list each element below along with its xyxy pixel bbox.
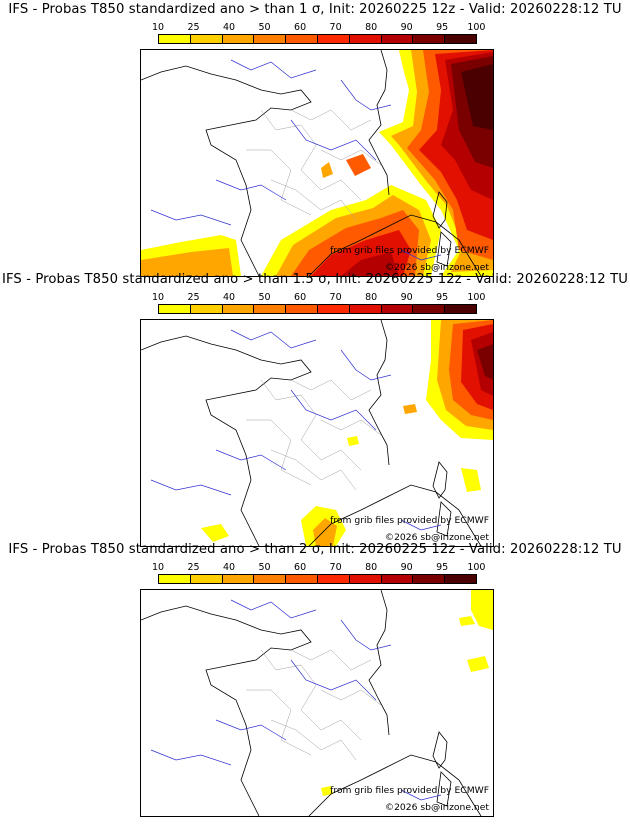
colorbar-tick: 100: [467, 562, 486, 573]
colorbar-tick: 50: [258, 22, 271, 33]
colorbar-tick: 90: [400, 292, 413, 303]
colorbar-segment: [254, 305, 287, 313]
source-credit: from grib files provided by ECMWF: [330, 515, 489, 526]
colorbar-tick: 80: [365, 22, 378, 33]
probability-shading: [201, 320, 493, 546]
colorbar-segment: [222, 575, 255, 583]
coastlines: [141, 590, 482, 816]
colorbar-tick: 95: [436, 22, 449, 33]
rivers: [150, 329, 442, 531]
colorbar-labels: 10 25 40 50 60 70 80 90 95 100: [152, 562, 486, 574]
colorbar-tick: 60: [294, 292, 307, 303]
probability-shading: [321, 590, 493, 796]
colorbar-segment: [222, 305, 255, 313]
source-credit: from grib files provided by ECMWF: [330, 245, 489, 256]
colorbar-tick: 95: [436, 562, 449, 573]
department-borders: [246, 379, 382, 491]
map-panel-1-5sigma: IFS - Probas T850 standardized ano > tha…: [0, 270, 630, 547]
colorbar-segment: [349, 35, 382, 43]
colorbar-segment: [190, 305, 223, 313]
colorbar-labels: 10 25 40 50 60 70 80 90 95 100: [152, 22, 486, 34]
colorbar-segment: [381, 305, 414, 313]
map-panel-2sigma: IFS - Probas T850 standardized ano > tha…: [0, 540, 630, 817]
probability-shading: [141, 50, 493, 276]
colorbar-tick: 95: [436, 292, 449, 303]
colorbar-tick: 40: [222, 22, 236, 33]
colorbar-labels: 10 25 40 50 60 70 80 90 95 100: [152, 292, 486, 304]
coastlines: [141, 50, 482, 276]
colorbar-segment: [222, 35, 255, 43]
colorbar-segment: [445, 35, 476, 43]
rivers: [150, 599, 442, 801]
colorbar-segment: [381, 575, 414, 583]
colorbar-segment: [381, 35, 414, 43]
department-borders: [246, 649, 382, 761]
colorbar-tick: 10: [151, 292, 165, 303]
colorbar-tick: 80: [365, 562, 378, 573]
colorbar-segment: [317, 35, 350, 43]
colorbar-tick: 25: [187, 562, 200, 573]
colorbar-tick: 40: [222, 292, 236, 303]
colorbar-segment: [190, 575, 223, 583]
colorbar: [158, 304, 477, 314]
panel-title: IFS - Probas T850 standardized ano > tha…: [1, 272, 628, 287]
colorbar-tick: 10: [151, 562, 165, 573]
colorbar-segment: [286, 35, 318, 43]
colorbar-segment: [413, 35, 446, 43]
copyright-credit: ©2026 sb@irizone.net: [384, 532, 489, 543]
map-canvas: [141, 50, 493, 276]
colorbar-segment: [190, 35, 223, 43]
colorbar-tick: 80: [365, 292, 378, 303]
colorbar-segment: [159, 305, 191, 313]
panel-title: IFS - Probas T850 standardized ano > tha…: [8, 542, 622, 557]
probability-map: from grib files provided by ECMWF ©2026 …: [140, 319, 494, 547]
colorbar-tick: 100: [467, 22, 486, 33]
colorbar-segment: [317, 575, 350, 583]
colorbar-segment: [445, 575, 476, 583]
colorbar-segment: [254, 35, 287, 43]
colorbar-segment: [286, 575, 318, 583]
colorbar-tick: 90: [400, 22, 413, 33]
source-credit: from grib files provided by ECMWF: [330, 785, 489, 796]
colorbar-segment: [159, 575, 191, 583]
rivers: [150, 59, 442, 261]
colorbar-segment: [349, 575, 382, 583]
colorbar-tick: 70: [329, 292, 342, 303]
colorbar-tick: 50: [258, 292, 271, 303]
colorbar-tick: 25: [187, 22, 200, 33]
colorbar-tick: 100: [467, 292, 486, 303]
copyright-credit: ©2026 sb@irizone.net: [384, 802, 489, 813]
colorbar-segment: [413, 305, 446, 313]
colorbar: [158, 574, 477, 584]
map-panel-1sigma: IFS - Probas T850 standardized ano > tha…: [0, 0, 630, 277]
colorbar-tick: 60: [294, 562, 307, 573]
colorbar-tick: 90: [400, 562, 413, 573]
colorbar-segment: [349, 305, 382, 313]
colorbar-segment: [413, 575, 446, 583]
panel-title: IFS - Probas T850 standardized ano > tha…: [8, 2, 622, 17]
colorbar-segment: [159, 35, 191, 43]
colorbar-tick: 10: [151, 22, 165, 33]
map-canvas: [141, 590, 493, 816]
coastlines: [141, 320, 482, 546]
colorbar-segment: [254, 575, 287, 583]
colorbar-tick: 70: [329, 22, 342, 33]
colorbar: [158, 34, 477, 44]
colorbar-segment: [286, 305, 318, 313]
copyright-credit: ©2026 sb@irizone.net: [384, 262, 489, 273]
map-canvas: [141, 320, 493, 546]
department-borders: [246, 109, 382, 221]
probability-map: from grib files provided by ECMWF ©2026 …: [140, 49, 494, 277]
colorbar-tick: 40: [222, 562, 236, 573]
colorbar-segment: [445, 305, 476, 313]
colorbar-tick: 50: [258, 562, 271, 573]
colorbar-segment: [317, 305, 350, 313]
colorbar-tick: 70: [329, 562, 342, 573]
colorbar-tick: 60: [294, 22, 307, 33]
probability-map: from grib files provided by ECMWF ©2026 …: [140, 589, 494, 817]
colorbar-tick: 25: [187, 292, 200, 303]
